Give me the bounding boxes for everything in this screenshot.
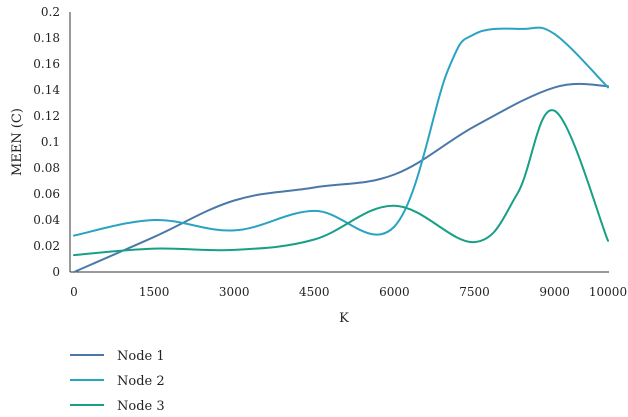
y-tick-label: 0.16: [33, 57, 60, 71]
x-tick-label: 6000: [379, 285, 410, 299]
y-tick-label: 0.04: [33, 213, 60, 227]
y-tick-label: 0.08: [33, 161, 60, 175]
legend-label-3: Node 3: [117, 399, 165, 414]
y-axis-title: MEEN (C): [10, 108, 25, 176]
y-tick-label: 0.1: [41, 135, 60, 149]
y-tick-label: 0.06: [33, 187, 60, 201]
x-tick-label: 1500: [139, 285, 170, 299]
y-tick-label: 0.02: [33, 239, 60, 253]
y-tick-label: 0.12: [33, 109, 60, 123]
x-tick-label: 7500: [459, 285, 490, 299]
x-tick-labels: 0 1500 3000 4500 6000 7500 9000 10000: [70, 285, 627, 299]
x-axis-title: K: [339, 311, 349, 326]
y-tick-label: 0.14: [33, 83, 60, 97]
x-tick-label: 9000: [539, 285, 570, 299]
y-tick-label: 0.18: [33, 31, 60, 45]
chart-axes: [69, 12, 609, 273]
x-tick-label: 10000: [589, 285, 627, 299]
x-tick-label: 3000: [219, 285, 250, 299]
x-tick-label: 0: [70, 285, 78, 299]
series-lines: [73, 26, 609, 273]
legend-label-1: Node 1: [117, 349, 165, 364]
chart-legend: Node 1 Node 2 Node 3: [70, 349, 165, 414]
x-tick-label: 4500: [299, 285, 330, 299]
series-line-2: [73, 26, 609, 237]
y-tick-labels: 0 0.02 0.04 0.06 0.08 0.1 0.12 0.14 0.16 0.18 0.2: [33, 5, 60, 279]
y-tick-label: 0.2: [41, 5, 60, 19]
y-tick-label: 0: [52, 265, 60, 279]
series-line-3: [73, 109, 609, 257]
legend-label-2: Node 2: [117, 374, 165, 389]
series-line-1: [73, 82, 609, 273]
